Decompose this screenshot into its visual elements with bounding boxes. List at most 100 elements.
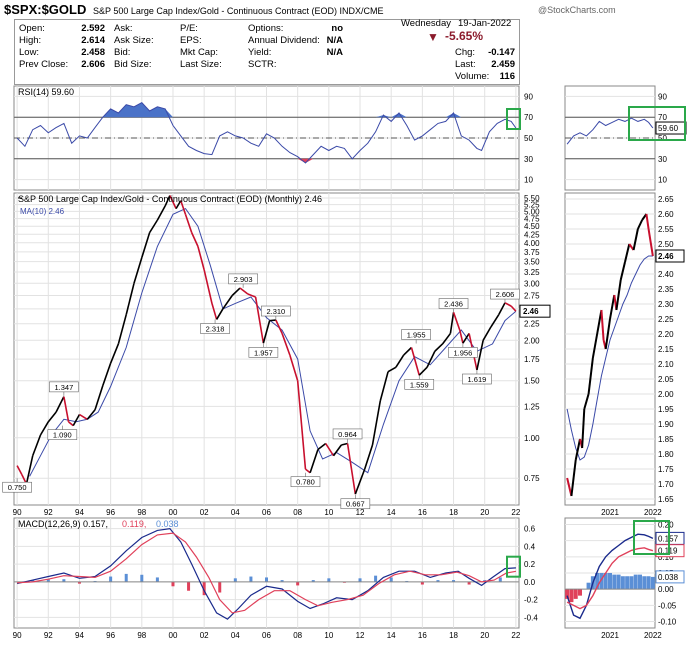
zoom-price-ma-line: [566, 255, 653, 461]
quote-panel: Open: High: Low: Prev Close: 2.592 2.614…: [14, 18, 520, 85]
macd-y-tick-label: 0.6: [524, 525, 536, 534]
macd-histogram-bar: [296, 581, 300, 586]
macd-x-tick-label: 96: [106, 631, 115, 640]
macd-histogram-bar: [31, 580, 35, 582]
price-x-tick-label: 06: [262, 508, 271, 517]
price-series-segment: [346, 443, 357, 495]
price-y-tick-label: 0.75: [524, 474, 540, 483]
macd-x-tick-label: 92: [44, 631, 53, 640]
price-series-segment: [363, 444, 374, 470]
quote-value-open: 2.592: [81, 23, 105, 34]
macd-line: [16, 527, 516, 620]
zoom-macd-highlight-box: [633, 520, 670, 555]
zoom-macd-histogram-bar: [608, 573, 612, 590]
zoom-macd-histogram-bar: [650, 576, 655, 590]
zoom-price-y-tick-label: 1.80: [658, 450, 674, 459]
price-x-tick-label: 18: [449, 508, 458, 517]
price-x-tick-label: 92: [44, 508, 53, 517]
price-series-segment: [458, 329, 464, 344]
price-annotation-label: 0.780: [296, 478, 315, 487]
macd-histogram-bar: [498, 577, 502, 582]
price-y-tick-label: 2.25: [524, 320, 540, 329]
macd-histogram-bar: [155, 577, 159, 582]
zoom-price-segment: [600, 309, 605, 341]
macd-x-tick-label: 10: [324, 631, 333, 640]
quote-label-options: Options:: [248, 23, 284, 34]
price-last-value: 2.46: [523, 307, 539, 316]
price-y-tick-label: 1.25: [524, 402, 540, 411]
price-series-segment: [117, 314, 127, 345]
quote-value-prev-close: 2.606: [81, 59, 105, 70]
price-legend-ma: MA(10) 2.46: [20, 207, 65, 216]
price-x-tick-label: 20: [480, 508, 489, 517]
quote-label-annual-dividend: Annual Dividend:: [248, 35, 320, 46]
price-y-tick-label: 3.25: [524, 268, 540, 277]
symbol-label: $SPX:$GOLD: [4, 2, 87, 17]
macd-y-tick-label: 0.2: [524, 560, 536, 569]
price-series-segment: [109, 343, 120, 364]
price-series-segment: [190, 232, 199, 247]
macd-histogram-bar: [202, 581, 206, 596]
zoom-price-segment: [570, 459, 577, 497]
price-annotation-label: 1.090: [53, 431, 72, 440]
price-series-segment: [203, 269, 213, 304]
macd-x-tick-label: 14: [387, 631, 396, 640]
zoom-macd-histogram-bar: [586, 582, 591, 590]
zoom-macd-histogram-bar: [599, 573, 604, 590]
zoom-macd-x-tick-label: 2021: [601, 631, 619, 640]
quote-label-last: Last:: [455, 59, 476, 70]
price-series-segment: [262, 320, 271, 344]
macd-histogram-bar: [187, 581, 191, 591]
zoom-price-segment: [581, 408, 586, 449]
zoom-price-y-tick-label: 1.65: [658, 495, 674, 504]
zoom-rsi-y-tick-label: 90: [658, 92, 667, 101]
zoom-rsi-y-tick-label: 50: [658, 134, 667, 143]
price-series-segment: [332, 444, 342, 457]
price-annotation-label: 2.606: [496, 290, 515, 299]
macd-legend-1: 0.119,: [122, 519, 146, 529]
price-series-segment: [72, 414, 81, 427]
quote-label-chg: Chg:: [455, 47, 476, 58]
macd-histogram-bar: [467, 581, 471, 585]
zoom-price-y-tick-label: 2.05: [658, 375, 674, 384]
price-annotation-label: 1.347: [54, 383, 73, 392]
macd-histogram-bar: [389, 577, 393, 582]
zoom-macd-line: [566, 533, 654, 620]
zoom-macd-histogram-bar: [595, 573, 600, 590]
macd-x-tick-label: 12: [356, 631, 365, 640]
macd-histogram-bar: [140, 574, 144, 582]
price-y-tick-label: 1.75: [524, 355, 540, 364]
price-series-segment: [247, 293, 256, 298]
zoom-rsi-y-tick-label: 70: [658, 113, 667, 122]
zoom-price-y-tick-label: 2.60: [658, 210, 674, 219]
price-x-tick-label: 16: [418, 508, 427, 517]
quote-label-low: Low:: [19, 47, 40, 58]
price-y-tick-label: 5.00: [524, 207, 540, 216]
macd-histogram-bar: [311, 580, 315, 582]
macd-histogram-bar: [171, 581, 175, 587]
zoom-macd-y-tick-label: 0.20: [658, 520, 674, 529]
macd-x-tick-label: 02: [200, 631, 209, 640]
price-y-tick-label: 3.75: [524, 248, 540, 257]
macd-histogram-bar: [249, 576, 253, 582]
price-annotation-box: [448, 347, 478, 358]
zoom-price-y-tick-label: 2.20: [658, 330, 674, 339]
macd-x-tick-label: 04: [231, 631, 240, 640]
price-annotation-label: 1.956: [453, 348, 472, 357]
macd-histogram-bar: [218, 581, 222, 593]
macd-y-tick-label: -0.4: [524, 613, 538, 622]
zoom-macd-histogram-bar: [642, 576, 647, 590]
macd-histogram-bar: [265, 577, 268, 582]
macd-x-tick-label: 18: [449, 631, 458, 640]
price-series-segment: [68, 421, 74, 427]
zoom-price-segment: [609, 294, 616, 320]
zoom-price-x-tick-label: 2021: [601, 508, 619, 517]
zoom-price-y-tick-label: 2.25: [658, 315, 674, 324]
macd-histogram-bar: [62, 579, 66, 582]
price-x-tick-label: 02: [200, 508, 209, 517]
description-label: S&P 500 Large Cap Index/Gold - Continuou…: [93, 6, 384, 16]
zoom-rsi-y-tick-label: 30: [658, 155, 667, 164]
quote-value-high: 2.614: [81, 35, 105, 46]
price-series-segment: [403, 346, 413, 356]
